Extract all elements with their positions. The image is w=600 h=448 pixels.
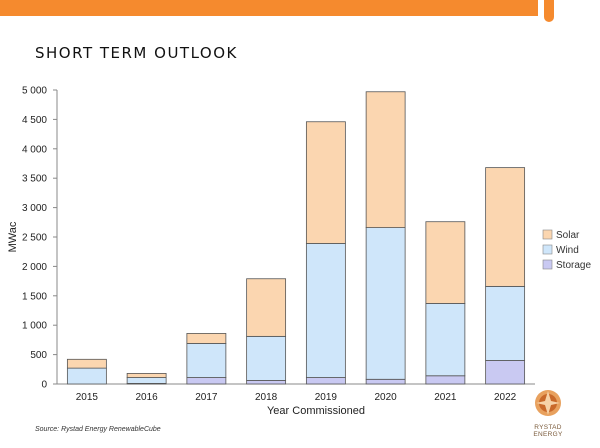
y-tick-label: 3 500 xyxy=(22,174,47,185)
bar-wind-2016 xyxy=(126,377,167,384)
bar-solar-2019 xyxy=(305,121,346,244)
logo-icon xyxy=(535,390,561,416)
bars-group xyxy=(66,91,526,385)
y-tick-label: 500 xyxy=(30,350,47,361)
y-tick-label: 1 500 xyxy=(22,291,47,302)
bar-solar-2016 xyxy=(126,373,167,378)
legend-swatch-wind xyxy=(542,244,553,255)
source-note: Source: Rystad Energy RenewableCube xyxy=(35,426,161,433)
bar-storage-2022 xyxy=(485,360,526,385)
x-tick-label: 2016 xyxy=(136,392,159,403)
legend-swatch-solar xyxy=(542,229,553,240)
bar-wind-2021 xyxy=(425,303,466,377)
bar-solar-2015 xyxy=(66,358,107,369)
y-axis: 0 500 1 000 1 500 2 000 2 500 3 000 3 500 4 000 4… xyxy=(22,86,58,391)
company-logo: RYSTAD ENERGY xyxy=(524,388,572,440)
bar-solar-2022 xyxy=(485,167,526,287)
x-tick-label: 2020 xyxy=(375,392,398,403)
y-tick-label: 4 500 xyxy=(22,115,47,126)
x-tick-label: 2017 xyxy=(195,392,218,403)
legend-label-storage: Storage xyxy=(556,260,591,271)
top-accent-band xyxy=(0,0,600,16)
bar-wind-2020 xyxy=(365,227,406,380)
x-tick-label: 2015 xyxy=(76,392,99,403)
bar-solar-2021 xyxy=(425,221,466,304)
bar-storage-2018 xyxy=(246,380,287,385)
y-tick-label: 2 000 xyxy=(22,262,47,273)
bar-wind-2022 xyxy=(485,285,526,361)
y-tick-label: 2 500 xyxy=(22,233,47,244)
x-tick-label: 2018 xyxy=(255,392,278,403)
x-tick-label: 2019 xyxy=(315,392,338,403)
page-title: SHORT TERM OUTLOOK xyxy=(35,44,238,62)
y-tick-label: 0 xyxy=(41,380,47,391)
y-tick-label: 4 000 xyxy=(22,144,47,155)
bar-wind-2015 xyxy=(66,367,107,385)
bar-wind-2018 xyxy=(246,335,287,381)
logo-text: RYSTAD ENERGY xyxy=(533,424,563,438)
legend-label-solar: Solar xyxy=(556,230,580,241)
y-axis-title: MWac xyxy=(7,221,19,252)
bar-storage-2020 xyxy=(365,378,406,385)
bar-solar-2017 xyxy=(186,333,227,344)
x-tick-label: 2022 xyxy=(494,392,517,403)
bar-wind-2017 xyxy=(186,343,227,378)
bar-solar-2020 xyxy=(365,91,406,228)
legend-swatch-storage xyxy=(542,259,553,270)
bar-storage-2019 xyxy=(305,377,346,385)
bar-storage-2021 xyxy=(425,375,466,385)
legend: Solar Wind Storage xyxy=(542,229,591,271)
x-tick-label: 2021 xyxy=(434,392,457,403)
y-tick-label: 1 000 xyxy=(22,321,47,332)
legend-label-wind: Wind xyxy=(556,245,579,256)
y-tick-label: 5 000 xyxy=(22,86,47,97)
x-axis-title: Year Commissioned xyxy=(267,405,365,417)
y-tick-label: 3 000 xyxy=(22,203,47,214)
x-axis: 2015 2016 2017 2018 2019 2020 2021 2022 xyxy=(57,383,535,403)
bar-solar-2018 xyxy=(246,278,287,337)
bar-storage-2017 xyxy=(186,377,227,385)
top-band-tail xyxy=(544,0,554,22)
bar-wind-2019 xyxy=(305,243,346,378)
